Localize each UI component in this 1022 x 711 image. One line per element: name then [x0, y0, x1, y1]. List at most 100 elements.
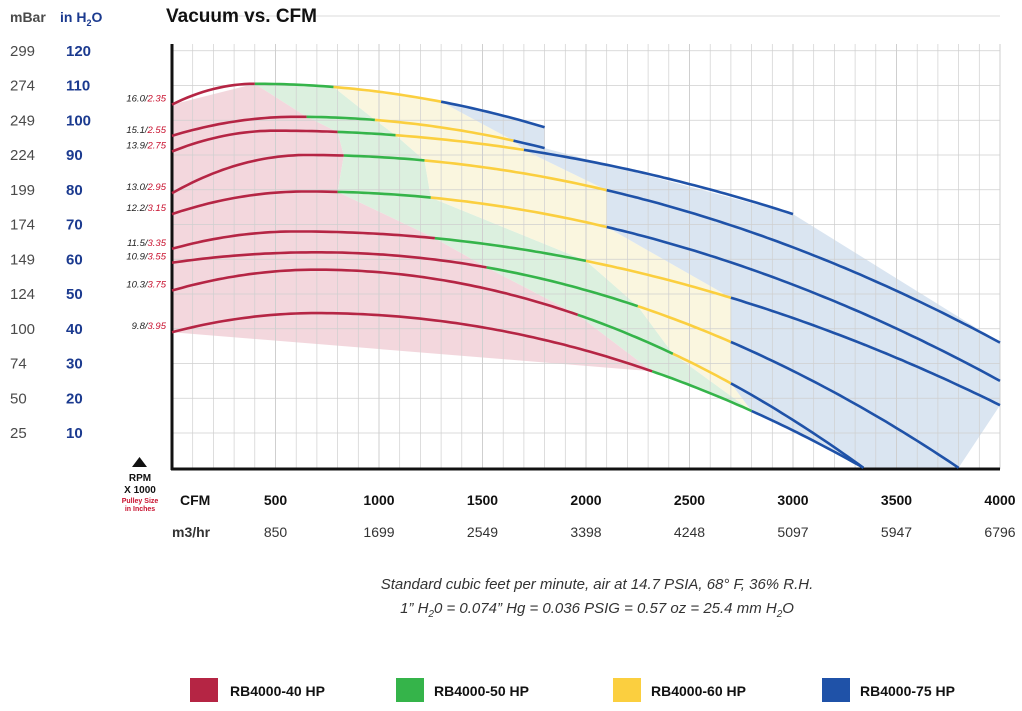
legend-swatch-60hp — [613, 678, 641, 702]
y-tick-inh2o: 50 — [66, 286, 83, 303]
y-tick-mbar: 174 — [10, 217, 35, 234]
curve-label-pulley-value: 3.75 — [148, 280, 167, 291]
x-tick-cfm: 2500 — [674, 492, 705, 508]
rpm-curve-11-5-segment-50hp — [434, 236, 587, 263]
y-tick-mbar: 74 — [10, 356, 27, 373]
y-tick-inh2o: 60 — [66, 251, 83, 268]
chart-axes — [170, 44, 1000, 471]
x-tick-labels: 500 850 1000 1699 1500 2549 2000 3398 2500 4248 30… — [264, 492, 1016, 540]
curve-label-pulley-value: 3.55 — [148, 252, 167, 263]
rpm-curve-12-2-segment-40hp — [171, 190, 338, 216]
rpm-curve-16-0-segment-40hp — [171, 82, 255, 106]
chart-grid — [172, 15, 1001, 469]
curve-label-rpm: 12.2/3.15 — [126, 203, 166, 214]
curve-label-pulley-value: 3.15 — [148, 203, 167, 214]
curve-label-rpm-value: 10.9/ — [126, 252, 148, 263]
rpm-curve-15-1-segment-60hp — [374, 118, 514, 142]
inh2o-axis-header: in H2O — [60, 9, 102, 28]
x-tick-cfm: 3000 — [777, 492, 808, 508]
rpm-curve-13-9-segment-75hp — [523, 148, 794, 216]
legend-swatch-40hp — [190, 678, 218, 702]
rpm-curve-13-0-segment-50hp — [343, 154, 425, 162]
y-tick-mbar: 25 — [10, 425, 27, 442]
legend-label-75hp: RB4000-75 HP — [860, 683, 955, 699]
rpm-curve-15-1-segment-75hp — [513, 139, 545, 150]
curve-label-pulley-value: 3.95 — [148, 321, 167, 332]
x-tick-cfm: 2000 — [570, 492, 601, 508]
pulley-units-label: in Inches — [125, 506, 155, 513]
curve-label-pulley-value: 2.35 — [147, 94, 167, 105]
curve-label-rpm: 10.9/3.55 — [126, 252, 166, 263]
y-tick-inh2o: 120 — [66, 43, 91, 60]
legend-item-40hp: RB4000-40 HP — [190, 678, 325, 702]
rpm-curves — [171, 82, 1001, 469]
y-tick-mbar: 124 — [10, 286, 35, 303]
x-tick-m3hr: 5097 — [777, 524, 808, 540]
rpm-curve-13-9-segment-40hp — [171, 129, 338, 153]
rpm-curve-16-0-segment-75hp — [440, 100, 545, 129]
rpm-curve-11-5-segment-75hp — [730, 296, 1001, 407]
pulley-size-label: Pulley Size — [122, 498, 159, 505]
legend-label-50hp: RB4000-50 HP — [434, 683, 529, 699]
curve-label-pulley-value: 2.95 — [147, 182, 167, 193]
curve-label-rpm: 13.9/2.75 — [126, 141, 166, 152]
rpm-curve-10-3-segment-40hp — [171, 268, 579, 317]
region-fill-75hp — [441, 101, 1001, 468]
curve-label-pulley-value: 2.55 — [147, 125, 167, 136]
rpm-curve-11-5-segment-40hp — [171, 230, 436, 251]
rpm-curve-16-0-segment-50hp — [254, 82, 334, 89]
rpm-curve-10-9-segment-75hp — [730, 340, 960, 469]
rpm-label: RPM — [129, 473, 151, 484]
chart-legend: RB4000-40 HP RB4000-50 HP RB4000-60 HP R… — [190, 678, 955, 702]
m3hr-axis-header: m3/hr — [172, 524, 211, 540]
curve-labels: 16.0/2.35 15.1/2.55 13.9/2.75 13.0/2.95 12.2… — [126, 94, 166, 333]
rpm-curve-10-9-segment-60hp — [637, 304, 732, 344]
rpm-pointer-triangle — [132, 457, 147, 467]
x-tick-cfm: 500 — [264, 492, 288, 508]
rpm-curve-9-8-segment-50hp — [651, 370, 753, 413]
rpm-curve-11-5-segment-60hp — [585, 259, 732, 299]
rpm-curve-12-2-segment-50hp — [337, 190, 431, 199]
y-tick-inh2o: 30 — [66, 356, 83, 373]
rpm-curve-9-8-segment-40hp — [171, 311, 653, 373]
x-tick-m3hr: 6796 — [984, 524, 1015, 540]
y-tick-mbar: 299 — [10, 43, 35, 60]
y-tick-mbar: 249 — [10, 112, 35, 129]
rpm-curve-12-2-segment-60hp — [430, 196, 607, 229]
rpm-curve-13-9-segment-60hp — [395, 133, 525, 152]
y-tick-labels: 299 120 274 110 249 100 224 90 199 80 174 70 149 60 12… — [10, 43, 91, 442]
curve-label-rpm: 15.1/2.55 — [126, 125, 166, 136]
curve-label-pulley-value: 2.75 — [147, 141, 167, 152]
legend-label-60hp: RB4000-60 HP — [651, 683, 746, 699]
rpm-curve-9-8-segment-75hp — [751, 409, 865, 469]
y-tick-inh2o: 100 — [66, 112, 91, 129]
curve-label-rpm: 16.0/2.35 — [126, 94, 166, 105]
footnote-conversion: 1” H20 = 0.074” Hg = 0.036 PSIG = 0.57 o… — [400, 600, 794, 620]
rpm-curve-10-9-segment-40hp — [171, 251, 487, 269]
y-tick-inh2o: 90 — [66, 147, 83, 164]
y-tick-mbar: 274 — [10, 78, 35, 95]
legend-item-50hp: RB4000-50 HP — [396, 678, 529, 702]
curve-label-rpm: 10.3/3.75 — [126, 280, 166, 291]
y-tick-inh2o: 40 — [66, 321, 83, 338]
legend-label-40hp: RB4000-40 HP — [230, 683, 325, 699]
y-tick-mbar: 199 — [10, 182, 35, 199]
x-tick-m3hr: 1699 — [363, 524, 394, 540]
y-tick-mbar: 50 — [10, 390, 27, 407]
legend-item-60hp: RB4000-60 HP — [613, 678, 746, 702]
x-tick-m3hr: 5947 — [881, 524, 912, 540]
footnote-air-conditions: Standard cubic feet per minute, air at 1… — [381, 576, 814, 593]
rpm-curve-13-0-segment-40hp — [171, 153, 344, 195]
rpm-multiplier-label: X 1000 — [124, 485, 156, 496]
curve-label-rpm-value: 9.8/ — [132, 321, 149, 332]
cfm-axis-header: CFM — [180, 492, 210, 508]
x-tick-m3hr: 3398 — [570, 524, 601, 540]
y-tick-mbar: 100 — [10, 321, 35, 338]
rpm-curve-13-0-segment-60hp — [424, 159, 607, 192]
rpm-curve-15-1-segment-40hp — [171, 115, 307, 138]
curve-label-rpm-value: 10.3/ — [126, 280, 148, 291]
rpm-curve-15-1-segment-50hp — [306, 115, 376, 122]
y-tick-inh2o: 20 — [66, 390, 83, 407]
x-tick-m3hr: 850 — [264, 524, 288, 540]
